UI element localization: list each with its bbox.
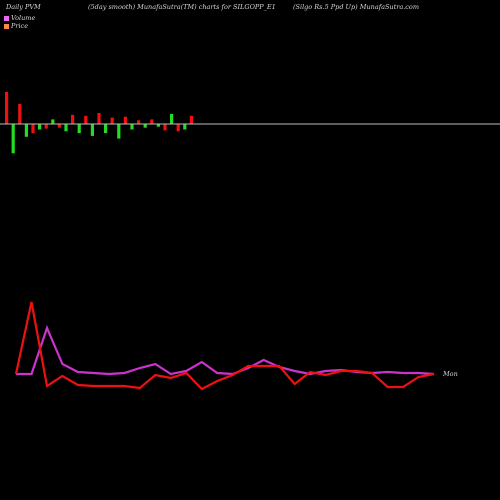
pvm-bar bbox=[64, 124, 68, 132]
pvm-bar bbox=[90, 124, 94, 136]
legend-swatch-volume bbox=[4, 15, 9, 21]
pvm-bar bbox=[183, 124, 187, 130]
header-chart-title: (5day smooth) MunafaSutra(TM) charts for… bbox=[88, 3, 276, 11]
pvm-bar bbox=[44, 124, 48, 129]
pvm-bar bbox=[163, 124, 167, 131]
pvm-bar bbox=[38, 124, 42, 130]
pvm-bar bbox=[150, 119, 154, 124]
pvm-bar bbox=[24, 124, 28, 137]
header-source-title: (Silgo Rs.5 Ppd Up) MunafaSutra.com bbox=[293, 3, 419, 11]
volume-line bbox=[16, 324, 435, 376]
pvm-bar bbox=[5, 92, 9, 124]
pvm-bar bbox=[31, 124, 35, 134]
pvm-bar bbox=[71, 114, 75, 124]
pvm-bar bbox=[117, 124, 121, 139]
pvm-bar bbox=[143, 124, 147, 128]
legend-label-price: Price bbox=[11, 22, 29, 30]
pvm-bar bbox=[123, 116, 127, 124]
legend-item-price: Price bbox=[4, 22, 35, 30]
pvm-bar bbox=[18, 103, 22, 124]
legend-label-volume: Volume bbox=[11, 14, 36, 22]
pvm-bars bbox=[5, 92, 193, 154]
pvm-bar bbox=[11, 124, 15, 154]
legend-swatch-price bbox=[4, 23, 9, 29]
pvm-bar bbox=[97, 113, 101, 124]
pvm-bar bbox=[84, 115, 88, 124]
header-left-title: Daily PVM bbox=[6, 3, 41, 11]
pvm-bar bbox=[170, 113, 174, 124]
pvm-bar bbox=[57, 124, 61, 128]
pvm-bar bbox=[104, 124, 108, 134]
pvm-bar bbox=[176, 124, 180, 132]
pvm-bar bbox=[110, 117, 114, 124]
price-line bbox=[14, 301, 435, 391]
legend-item-volume: Volume bbox=[4, 14, 35, 22]
pvm-bar bbox=[189, 115, 193, 124]
pvm-bar bbox=[51, 119, 55, 124]
annotation-mon: Mon bbox=[442, 370, 458, 378]
pvm-bar bbox=[130, 124, 134, 130]
legend: Volume Price bbox=[4, 14, 35, 30]
pvm-bar bbox=[156, 124, 160, 127]
pvm-bar bbox=[77, 124, 81, 134]
pvm-bar bbox=[137, 120, 141, 124]
